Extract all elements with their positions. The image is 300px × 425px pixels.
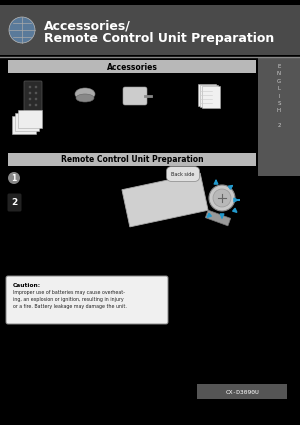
Text: Back side: Back side: [171, 172, 195, 176]
Bar: [200, 85, 218, 107]
Bar: [8, 153, 256, 166]
Circle shape: [29, 98, 31, 100]
Circle shape: [35, 86, 37, 88]
Polygon shape: [122, 173, 208, 227]
Text: Improper use of batteries may cause overheat-
ing, an explosion or ignition, res: Improper use of batteries may cause over…: [13, 290, 127, 309]
Text: 2: 2: [11, 198, 18, 207]
Text: Accessories: Accessories: [106, 62, 158, 71]
Text: Remote Control Unit Preparation: Remote Control Unit Preparation: [44, 32, 274, 45]
Bar: [18, 110, 42, 128]
Circle shape: [213, 189, 231, 207]
Bar: [197, 384, 287, 399]
Bar: [0, 5, 300, 55]
Circle shape: [35, 98, 37, 100]
Circle shape: [29, 92, 31, 94]
Text: E
N
G
L
I
S
H

2: E N G L I S H 2: [277, 64, 281, 128]
FancyBboxPatch shape: [24, 81, 42, 111]
Text: 1: 1: [11, 173, 16, 182]
Polygon shape: [206, 210, 231, 226]
Circle shape: [35, 104, 37, 106]
Bar: [8, 60, 256, 73]
Circle shape: [35, 92, 37, 94]
Text: CX-D3090U: CX-D3090U: [225, 389, 259, 394]
Circle shape: [29, 104, 31, 106]
FancyBboxPatch shape: [123, 87, 147, 105]
Bar: [202, 86, 220, 108]
Circle shape: [9, 17, 35, 43]
Bar: [12, 116, 36, 134]
Text: Accessories/: Accessories/: [44, 19, 131, 32]
Text: Remote Control Unit Preparation: Remote Control Unit Preparation: [61, 156, 203, 164]
Circle shape: [209, 185, 235, 211]
Circle shape: [8, 172, 20, 184]
Text: Caution:: Caution:: [13, 283, 41, 288]
Bar: [15, 113, 39, 131]
Ellipse shape: [75, 88, 95, 100]
Ellipse shape: [76, 94, 94, 102]
Bar: [258, 58, 300, 176]
FancyBboxPatch shape: [6, 276, 168, 324]
FancyBboxPatch shape: [8, 193, 22, 212]
Bar: [198, 84, 216, 106]
Circle shape: [29, 86, 31, 88]
